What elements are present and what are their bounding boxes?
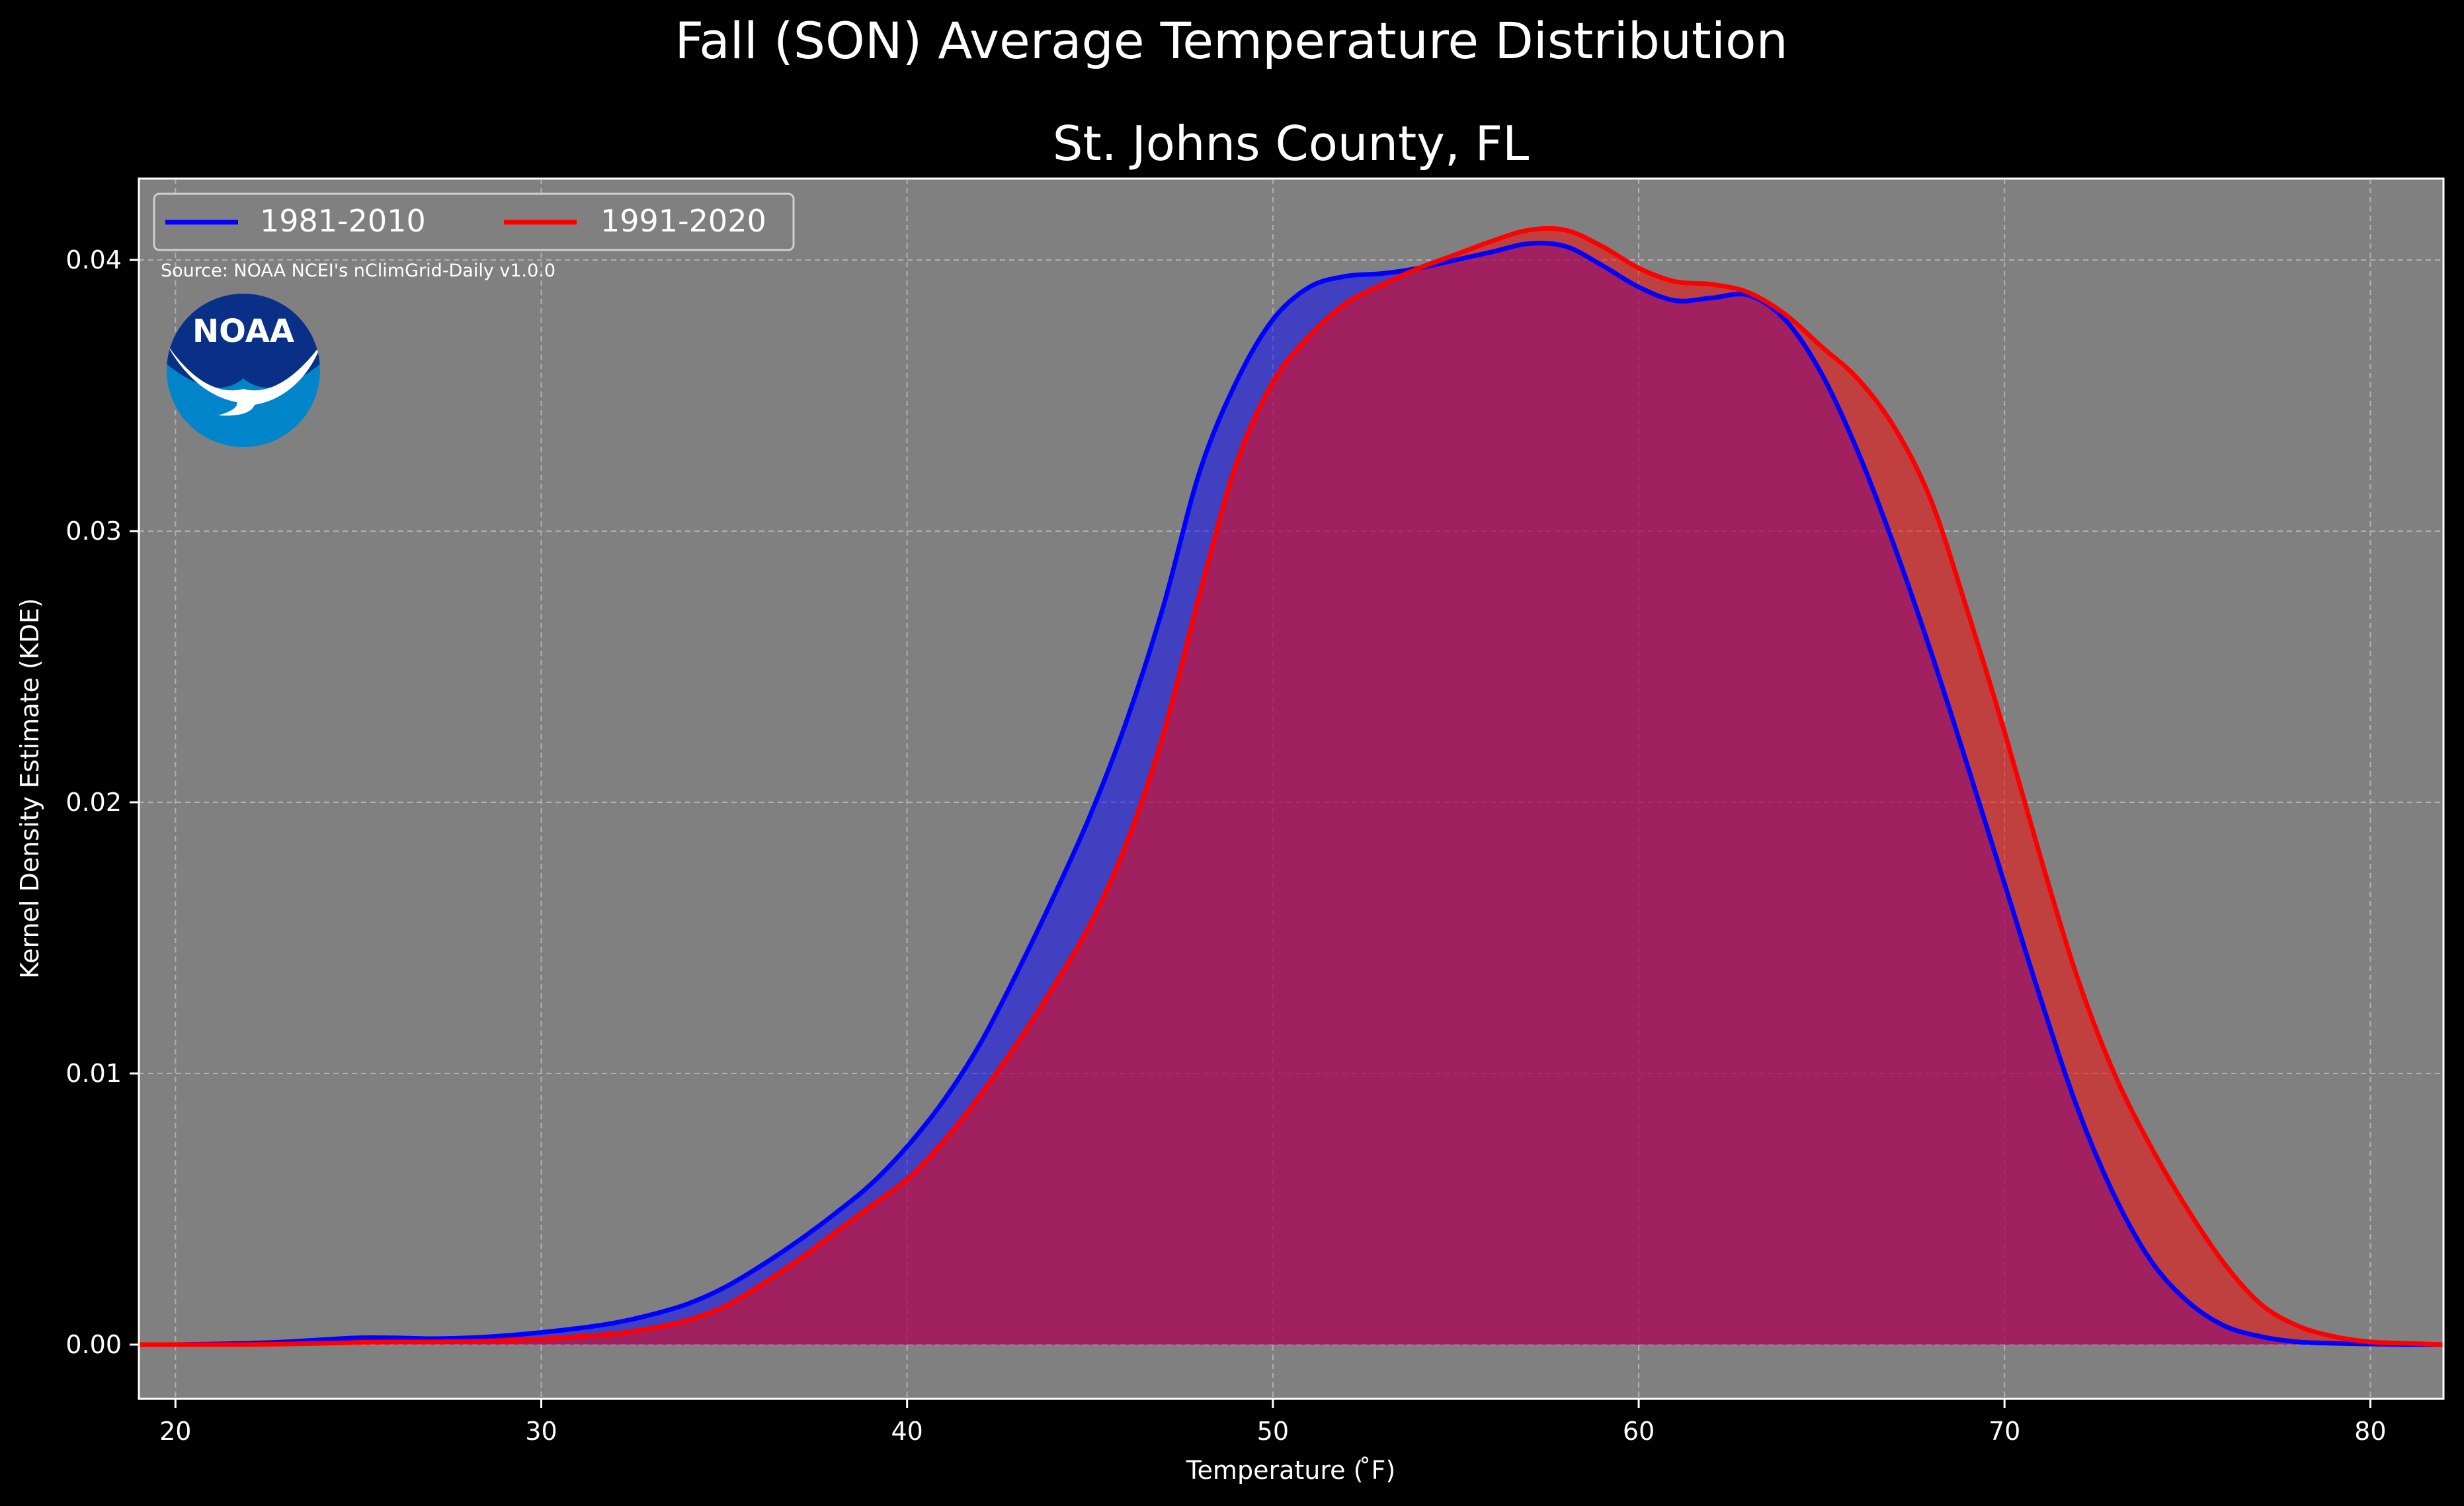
y-tick-label: 0.03 — [65, 517, 122, 546]
chart-suptitle: Fall (SON) Average Temperature Distribut… — [675, 11, 1787, 70]
x-tick-label: 60 — [1623, 1417, 1655, 1446]
noaa-logo-text: NOAA — [192, 313, 294, 350]
chart-title: St. Johns County, FL — [1053, 116, 1529, 171]
y-tick-label: 0.00 — [65, 1330, 122, 1359]
y-axis-label: Kernel Density Estimate (KDE) — [15, 598, 44, 979]
y-tick-label: 0.04 — [65, 245, 122, 274]
x-tick-label: 50 — [1257, 1417, 1289, 1446]
legend-label-1991-2020: 1991-2020 — [600, 203, 766, 239]
y-axis-ticks: 0.00 0.01 0.02 0.03 0.04 — [65, 245, 139, 1359]
x-tick-label: 70 — [1989, 1417, 2020, 1446]
legend-box — [153, 192, 795, 251]
plot-frame — [138, 177, 2445, 1400]
x-tick-label: 80 — [2354, 1417, 2386, 1446]
legend: 1981-2010 1991-2020 — [153, 192, 795, 251]
y-tick-label: 0.02 — [65, 788, 122, 817]
line-1991-2020 — [138, 226, 2444, 1347]
legend-label-1981-2010: 1981-2010 — [260, 203, 426, 239]
x-tick-label: 20 — [159, 1417, 191, 1446]
density-areas — [139, 228, 2443, 1345]
y-tick-label: 0.01 — [65, 1059, 122, 1088]
source-note: Source: NOAA NCEI's nClimGrid-Daily v1.0… — [161, 261, 555, 281]
line-1981-2010 — [138, 241, 2444, 1347]
noaa-logo: NOAA — [167, 294, 320, 447]
density-lines — [138, 226, 2444, 1347]
area-1991-2020 — [139, 228, 2443, 1345]
x-tick-label: 40 — [891, 1417, 923, 1446]
x-axis-label: Temperature ( ̊F) — [1186, 1456, 1395, 1485]
x-axis-ticks: 20 30 40 50 60 70 80 — [159, 1399, 2387, 1446]
x-tick-label: 30 — [525, 1417, 557, 1446]
